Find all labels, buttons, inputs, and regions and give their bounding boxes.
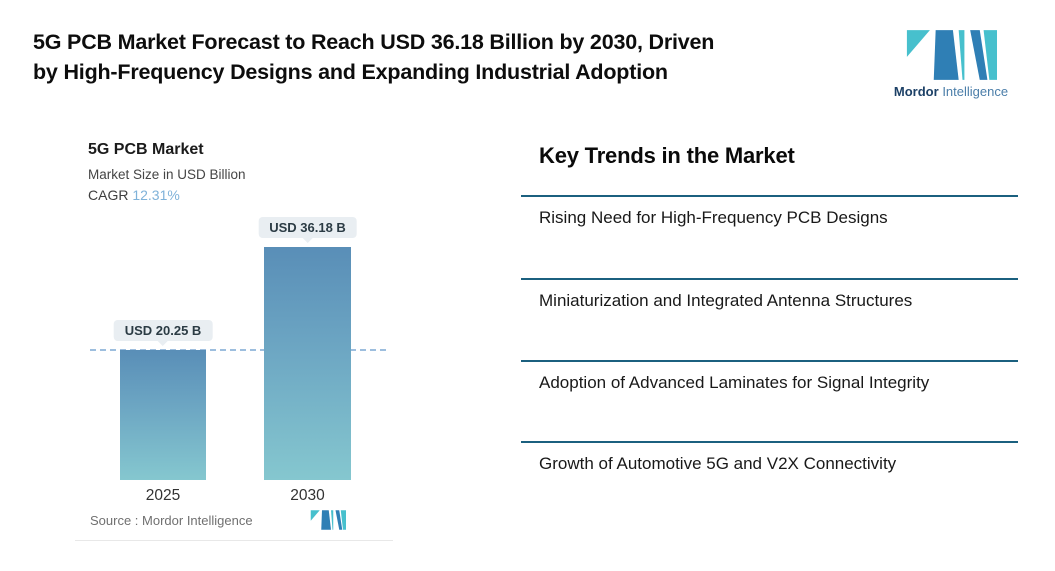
page-title-line2: by High-Frequency Designs and Expanding … <box>33 60 668 84</box>
mordor-intelligence-logo-icon <box>906 30 997 80</box>
cagr-label: CAGR <box>88 187 129 203</box>
chart-subtitle: Market Size in USD Billion <box>88 167 246 182</box>
brand-name-bold: Mordor <box>893 84 939 99</box>
trend-item-3: Adoption of Advanced Laminates for Signa… <box>521 360 1018 393</box>
chart-title: 5G PCB Market <box>88 141 204 158</box>
bar-2030-value-label: USD 36.18 B <box>258 217 357 238</box>
x-axis-label-2025: 2025 <box>145 487 181 504</box>
bar-2025-rect <box>120 350 206 480</box>
brand-logo: Mordor Intelligence <box>886 29 1016 99</box>
trend-item-4: Growth of Automotive 5G and V2X Connecti… <box>521 441 1018 474</box>
trends-heading: Key Trends in the Market <box>539 143 795 168</box>
chart-source: Source : Mordor Intelligence <box>90 513 253 528</box>
bar-2030-rect <box>264 247 351 480</box>
market-chart-card: 5G PCB Market Market Size in USD Billion… <box>75 127 393 541</box>
page-title: 5G PCB Market Forecast to Reach USD 36.1… <box>33 27 863 87</box>
bar-2030-value-pill: USD 36.18 B <box>258 217 357 238</box>
x-axis-label-2030: 2030 <box>290 487 325 504</box>
cagr-value: 12.31% <box>132 187 180 203</box>
bar-2025-value-pill: USD 20.25 B <box>113 320 213 341</box>
reference-dashed-line <box>90 349 386 351</box>
page-title-line1: 5G PCB Market Forecast to Reach USD 36.1… <box>33 30 715 54</box>
bar-2030: USD 36.18 B <box>258 217 357 480</box>
trend-item-1: Rising Need for High-Frequency PCB Desig… <box>521 195 1018 228</box>
bar-2025: USD 20.25 B <box>113 320 213 480</box>
source-logo-icon <box>310 510 346 530</box>
trend-item-2: Miniaturization and Integrated Antenna S… <box>521 278 1018 311</box>
chart-cagr: CAGR 12.31% <box>88 187 180 203</box>
bar-2025-value-label: USD 20.25 B <box>113 320 213 341</box>
brand-name-light: Intelligence <box>942 84 1009 99</box>
brand-name: Mordor Intelligence <box>886 84 1016 99</box>
